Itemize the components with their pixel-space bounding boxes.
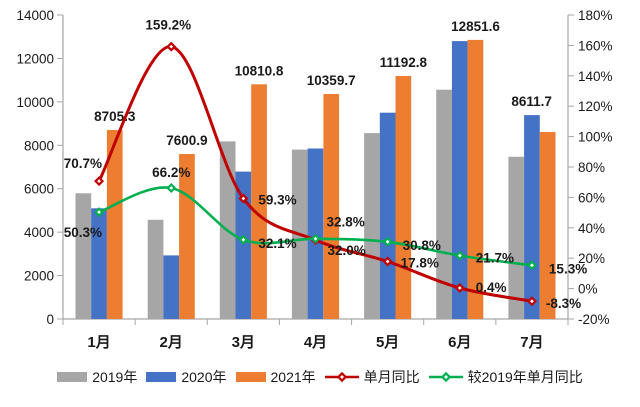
legend-item-2021年: 2021年 <box>235 367 316 387</box>
bar-2020年-3月 <box>235 171 252 319</box>
bar-2020年-5月 <box>379 112 396 319</box>
line-value-label: 32.1% <box>258 236 296 251</box>
legend-label: 2020年 <box>181 369 227 385</box>
line-value-label: 30.8% <box>403 238 441 253</box>
bar-2019年-7月 <box>508 156 525 319</box>
bar-2021年-3月 <box>251 84 267 319</box>
diamond-marker-center <box>241 196 246 201</box>
x-axis-category-label: 6月 <box>448 334 471 351</box>
diamond-marker-center <box>385 239 390 244</box>
bar-value-label: 11192.8 <box>380 55 428 70</box>
legend-bar-swatch-icon <box>146 372 177 382</box>
bar-2019年-5月 <box>364 133 380 319</box>
line-value-label: 32.8% <box>327 215 365 230</box>
line-value-label: -8.3% <box>546 296 581 311</box>
combo-chart: 0 2000 4000 6000 8000 10000 12000 14000 -20% 0% 20… <box>16 8 613 351</box>
bar-value-label: 7600.9 <box>166 133 207 148</box>
diamond-marker-center <box>530 299 534 304</box>
line-value-label: 66.2% <box>152 165 190 180</box>
line-value-label: 70.7% <box>64 156 102 171</box>
bar-2019年-6月 <box>436 89 452 319</box>
right-axis-tick-label: 120% <box>578 99 613 114</box>
right-axis-tick-label: 160% <box>578 38 613 53</box>
right-axis-tick-label: 0% <box>578 282 598 297</box>
right-axis-tick-label: -20% <box>578 312 610 327</box>
diamond-marker-center <box>385 259 390 264</box>
legend-label: 2019年 <box>92 369 138 385</box>
bar-2019年-1月 <box>75 193 92 319</box>
legend-label: 较2019年单月同比 <box>467 369 583 385</box>
line-value-label: 50.3% <box>64 225 102 240</box>
x-axis-category-label: 5月 <box>376 334 399 351</box>
legend-item-2019年: 2019年 <box>57 367 137 387</box>
x-axis-category-label: 7月 <box>520 334 543 351</box>
bar-2021年-5月 <box>395 76 412 319</box>
left-axis-tick-label: 14000 <box>16 8 54 23</box>
right-axis-tick-label: 100% <box>578 130 613 145</box>
legend-item-2020年: 2020年 <box>146 367 227 387</box>
bar-2021年-1月 <box>106 130 123 319</box>
legend-bar-swatch-icon <box>57 372 88 382</box>
diamond-marker-center <box>313 236 318 241</box>
x-axis-category-label: 4月 <box>304 334 327 351</box>
line-value-label: 17.8% <box>401 256 439 271</box>
bar-2021年-7月 <box>539 132 556 319</box>
right-axis-tick-label: 20% <box>578 251 605 266</box>
line-series-单月同比 <box>97 45 534 303</box>
bar-2020年-7月 <box>524 115 540 319</box>
bar-value-label: 8705.3 <box>94 109 136 124</box>
line-value-label: 59.3% <box>258 193 296 208</box>
left-axis-tick-label: 8000 <box>24 138 54 153</box>
right-axis-tick-label: 180% <box>578 8 613 23</box>
left-axis-tick-label: 6000 <box>24 182 54 197</box>
legend-bar-swatch-icon <box>235 372 266 382</box>
x-axis-category-label: 2月 <box>160 334 183 351</box>
diamond-marker-center <box>457 286 462 290</box>
bar-2020年-2月 <box>163 255 180 319</box>
line-value-label: 0.4% <box>476 280 507 295</box>
diamond-marker-center <box>530 263 534 268</box>
diamond-marker-center <box>169 186 174 190</box>
right-axis-tick-label: 60% <box>578 190 605 205</box>
line-value-label: 159.2% <box>145 18 191 33</box>
bar-2021年-4月 <box>323 94 340 319</box>
bar-value-label: 10810.8 <box>235 63 284 78</box>
legend-line-swatch-icon <box>428 371 463 383</box>
diamond-marker-center <box>97 179 101 183</box>
line-value-label: 15.3% <box>549 261 587 276</box>
left-axis-tick-label: 12000 <box>16 51 54 66</box>
left-axis-tick-label: 2000 <box>24 269 54 284</box>
left-axis-tick-label: 4000 <box>24 225 54 240</box>
right-axis-tick-label: 40% <box>578 221 605 236</box>
chart-legend: 2019年 2020年 2021年 单月同比 较2019年单月同比 <box>0 367 640 387</box>
legend-label: 2021年 <box>270 369 316 385</box>
line-value-label: 21.7% <box>476 251 514 266</box>
diamond-marker-center <box>457 253 462 258</box>
bar-2019年-2月 <box>147 219 164 319</box>
legend-item-较2019年单月同比: 较2019年单月同比 <box>428 367 583 387</box>
right-axis-tick-label: 140% <box>578 69 613 84</box>
right-axis-tick-label: 80% <box>578 160 605 175</box>
bar-2020年-6月 <box>451 41 468 319</box>
bar-value-label: 10359.7 <box>307 73 356 88</box>
legend-label: 单月同比 <box>363 369 420 385</box>
left-axis-tick-label: 0 <box>46 312 54 327</box>
legend-line-swatch-icon <box>324 371 359 383</box>
x-axis-category-label: 3月 <box>232 334 255 351</box>
line-value-label: 32.0% <box>328 243 366 258</box>
x-axis-category-label: 1月 <box>87 334 110 351</box>
legend-item-单月同比: 单月同比 <box>324 367 420 387</box>
diamond-marker-center <box>241 237 246 242</box>
left-axis-tick-label: 10000 <box>16 95 54 110</box>
bar-value-label: 12851.6 <box>451 19 500 34</box>
diamond-marker-center <box>169 44 174 49</box>
bar-2021年-2月 <box>179 154 195 319</box>
diamond-marker-center <box>97 210 101 214</box>
bar-value-label: 8611.7 <box>511 94 552 109</box>
bar-2021年-6月 <box>467 39 484 320</box>
bar-2020年-1月 <box>91 208 107 319</box>
